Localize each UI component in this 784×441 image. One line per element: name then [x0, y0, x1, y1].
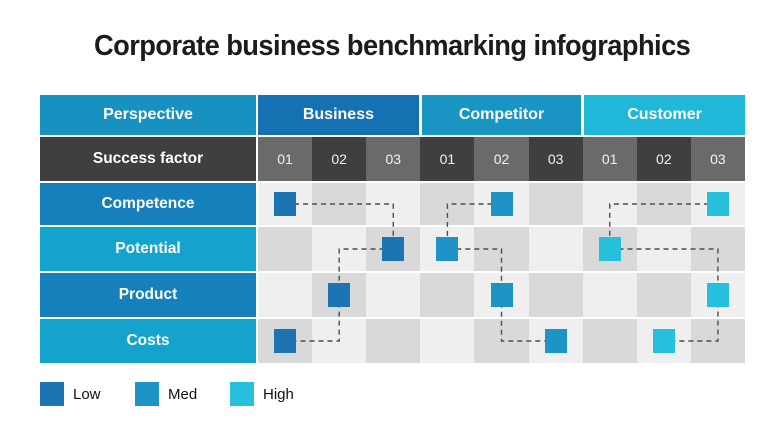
slide-title-text: Corporate business benchmarking infograp… [93, 30, 691, 62]
marker-business-product [328, 283, 351, 307]
subcol-header: 02 [474, 137, 529, 181]
matrix-cell [366, 273, 421, 317]
legend-label-med: Med [168, 386, 198, 403]
legend-swatch-med [135, 382, 159, 406]
marker-customer-product [706, 283, 729, 307]
slide-title: Corporate business benchmarking infograp… [0, 30, 784, 63]
legend-item-low: Low [40, 382, 130, 406]
success-factor-header: Success factor [40, 137, 256, 181]
perspective-header: Perspective [40, 95, 256, 135]
subcol-header: 01 [258, 137, 313, 181]
group-header-customer: Customer [584, 95, 745, 135]
connector-path-customer [609, 203, 719, 342]
row-label-costs: Costs [40, 319, 256, 363]
legend-item-high: High [230, 382, 320, 406]
matrix-cell [528, 183, 583, 225]
subcol-header: 03 [366, 137, 421, 181]
matrix-cell [420, 319, 475, 363]
marker-customer-costs [652, 329, 675, 353]
row-label-product: Product [40, 273, 256, 317]
marker-competitor-costs [544, 329, 567, 353]
subcol-header: 01 [582, 137, 637, 181]
legend-label-low: Low [73, 386, 101, 403]
matrix-cell [258, 273, 313, 317]
matrix-cell [528, 273, 583, 317]
row-label-potential: Potential [40, 227, 256, 271]
legend-swatch-low [40, 382, 64, 406]
row-label-competence: Competence [40, 183, 256, 225]
benchmark-table: Perspective Business Competitor Customer Suc… [40, 95, 745, 363]
connector-path-competitor [446, 203, 556, 342]
marker-competitor-competence [490, 192, 513, 216]
marker-competitor-product [490, 283, 513, 307]
matrix-cell [582, 319, 637, 363]
group-header-competitor: Competitor [421, 95, 582, 135]
marker-competitor-potential [436, 237, 459, 261]
connector-path-business [285, 203, 394, 342]
matrix-cell [420, 273, 475, 317]
legend-item-med: Med [135, 382, 225, 406]
marker-business-potential [382, 237, 405, 261]
group-header-business: Business [258, 95, 419, 135]
marker-business-competence [274, 192, 297, 216]
subcol-header: 03 [528, 137, 583, 181]
legend-label-high: High [263, 386, 294, 403]
legend: Low Med High [40, 382, 440, 408]
matrix-cell [636, 273, 691, 317]
marker-customer-competence [706, 192, 729, 216]
connector-lines [285, 203, 719, 342]
matrix-cell [528, 227, 583, 271]
matrix-cell [582, 273, 637, 317]
subcol-header: 02 [636, 137, 691, 181]
subcol-header: 02 [312, 137, 367, 181]
marker-customer-potential [598, 237, 621, 261]
subcol-header: 01 [420, 137, 475, 181]
legend-swatch-high [230, 382, 254, 406]
subcol-header: 03 [690, 137, 745, 181]
matrix-cell [366, 319, 421, 363]
marker-business-costs [274, 329, 297, 353]
matrix-cell [258, 227, 313, 271]
